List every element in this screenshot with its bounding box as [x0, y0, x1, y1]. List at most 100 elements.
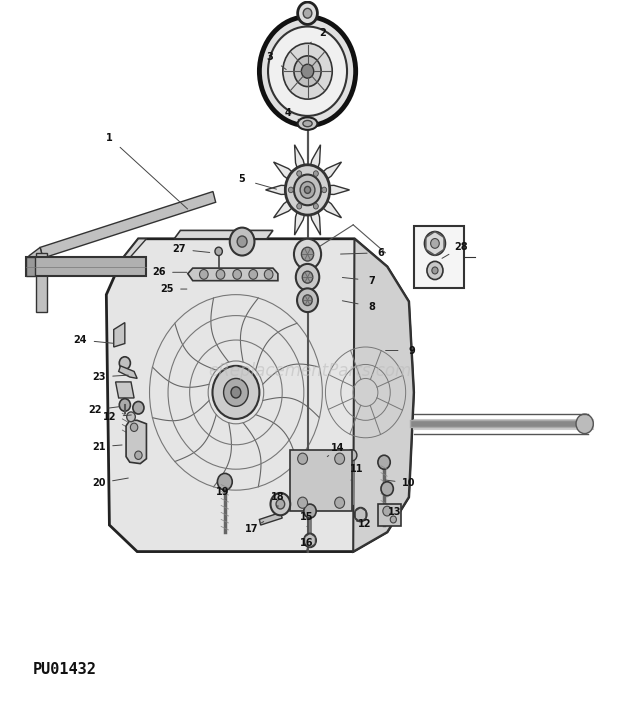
Circle shape — [297, 288, 318, 312]
Bar — [26, 257, 146, 276]
Text: 16: 16 — [300, 538, 314, 547]
Circle shape — [322, 187, 327, 193]
Text: 5: 5 — [239, 175, 246, 184]
Circle shape — [381, 482, 393, 496]
Circle shape — [313, 203, 318, 209]
Polygon shape — [188, 268, 278, 280]
Text: eReplacementParts.com: eReplacementParts.com — [208, 362, 412, 381]
Circle shape — [264, 269, 273, 279]
Polygon shape — [40, 191, 216, 258]
Circle shape — [298, 497, 308, 508]
Circle shape — [283, 43, 332, 99]
Text: 10: 10 — [402, 478, 415, 488]
Circle shape — [231, 387, 241, 398]
Text: 3: 3 — [267, 53, 273, 62]
Circle shape — [135, 451, 142, 459]
Polygon shape — [308, 203, 321, 235]
Polygon shape — [113, 322, 125, 347]
Polygon shape — [316, 162, 342, 184]
Text: 14: 14 — [331, 443, 345, 454]
Circle shape — [303, 271, 313, 283]
Circle shape — [355, 508, 367, 522]
Text: 2: 2 — [319, 28, 326, 38]
Circle shape — [230, 228, 254, 256]
Text: 6: 6 — [378, 247, 384, 258]
Polygon shape — [378, 504, 401, 526]
Circle shape — [285, 165, 330, 215]
Circle shape — [119, 357, 130, 369]
Text: 13: 13 — [388, 508, 402, 517]
Polygon shape — [174, 231, 273, 239]
Text: 23: 23 — [92, 372, 105, 382]
Circle shape — [294, 239, 321, 269]
Circle shape — [119, 399, 130, 411]
Polygon shape — [115, 382, 134, 398]
Circle shape — [233, 269, 241, 279]
Polygon shape — [321, 185, 350, 194]
Circle shape — [216, 269, 225, 279]
Polygon shape — [294, 203, 307, 235]
Polygon shape — [308, 144, 321, 177]
Circle shape — [300, 182, 315, 198]
Text: 28: 28 — [454, 242, 468, 252]
Circle shape — [425, 231, 445, 255]
Text: 12: 12 — [103, 411, 116, 422]
Bar — [26, 257, 35, 276]
Circle shape — [276, 499, 285, 509]
Polygon shape — [273, 162, 299, 184]
Circle shape — [297, 171, 302, 177]
Circle shape — [130, 423, 138, 432]
Polygon shape — [122, 239, 146, 266]
Polygon shape — [294, 144, 307, 177]
Circle shape — [296, 264, 319, 290]
Polygon shape — [265, 185, 294, 194]
Circle shape — [347, 449, 357, 461]
Circle shape — [383, 506, 391, 516]
Circle shape — [213, 366, 259, 419]
Text: PU01432: PU01432 — [32, 662, 96, 677]
Text: 20: 20 — [92, 478, 105, 488]
Ellipse shape — [303, 121, 312, 127]
Circle shape — [249, 269, 257, 279]
Text: 7: 7 — [368, 275, 375, 286]
Text: 11: 11 — [350, 464, 363, 474]
Circle shape — [427, 261, 443, 280]
Text: 17: 17 — [245, 524, 258, 533]
Polygon shape — [273, 196, 299, 218]
Text: 22: 22 — [89, 405, 102, 415]
Circle shape — [294, 56, 321, 86]
Text: 26: 26 — [152, 267, 166, 278]
Text: 1: 1 — [106, 132, 113, 142]
Circle shape — [303, 8, 312, 18]
Circle shape — [432, 267, 438, 274]
Polygon shape — [118, 366, 137, 379]
Circle shape — [576, 414, 593, 434]
Circle shape — [270, 493, 290, 515]
Polygon shape — [36, 253, 47, 312]
Text: 15: 15 — [300, 512, 314, 522]
Circle shape — [133, 402, 144, 414]
Polygon shape — [126, 421, 146, 463]
Circle shape — [297, 203, 302, 209]
Text: 27: 27 — [172, 244, 186, 254]
Bar — [414, 226, 464, 287]
Circle shape — [304, 533, 316, 547]
Circle shape — [335, 497, 345, 508]
Circle shape — [298, 2, 317, 25]
Text: 21: 21 — [92, 442, 105, 452]
Circle shape — [303, 295, 312, 306]
Text: 18: 18 — [271, 492, 285, 502]
Polygon shape — [29, 247, 43, 266]
Text: 12: 12 — [358, 519, 371, 529]
Text: 9: 9 — [409, 346, 415, 355]
Polygon shape — [259, 512, 282, 525]
Text: 8: 8 — [368, 301, 375, 311]
Circle shape — [224, 379, 248, 407]
Circle shape — [301, 64, 314, 79]
Polygon shape — [353, 239, 414, 552]
Text: 24: 24 — [74, 335, 87, 345]
Circle shape — [390, 516, 396, 523]
Circle shape — [431, 238, 440, 248]
Circle shape — [288, 187, 293, 193]
Polygon shape — [106, 239, 414, 552]
